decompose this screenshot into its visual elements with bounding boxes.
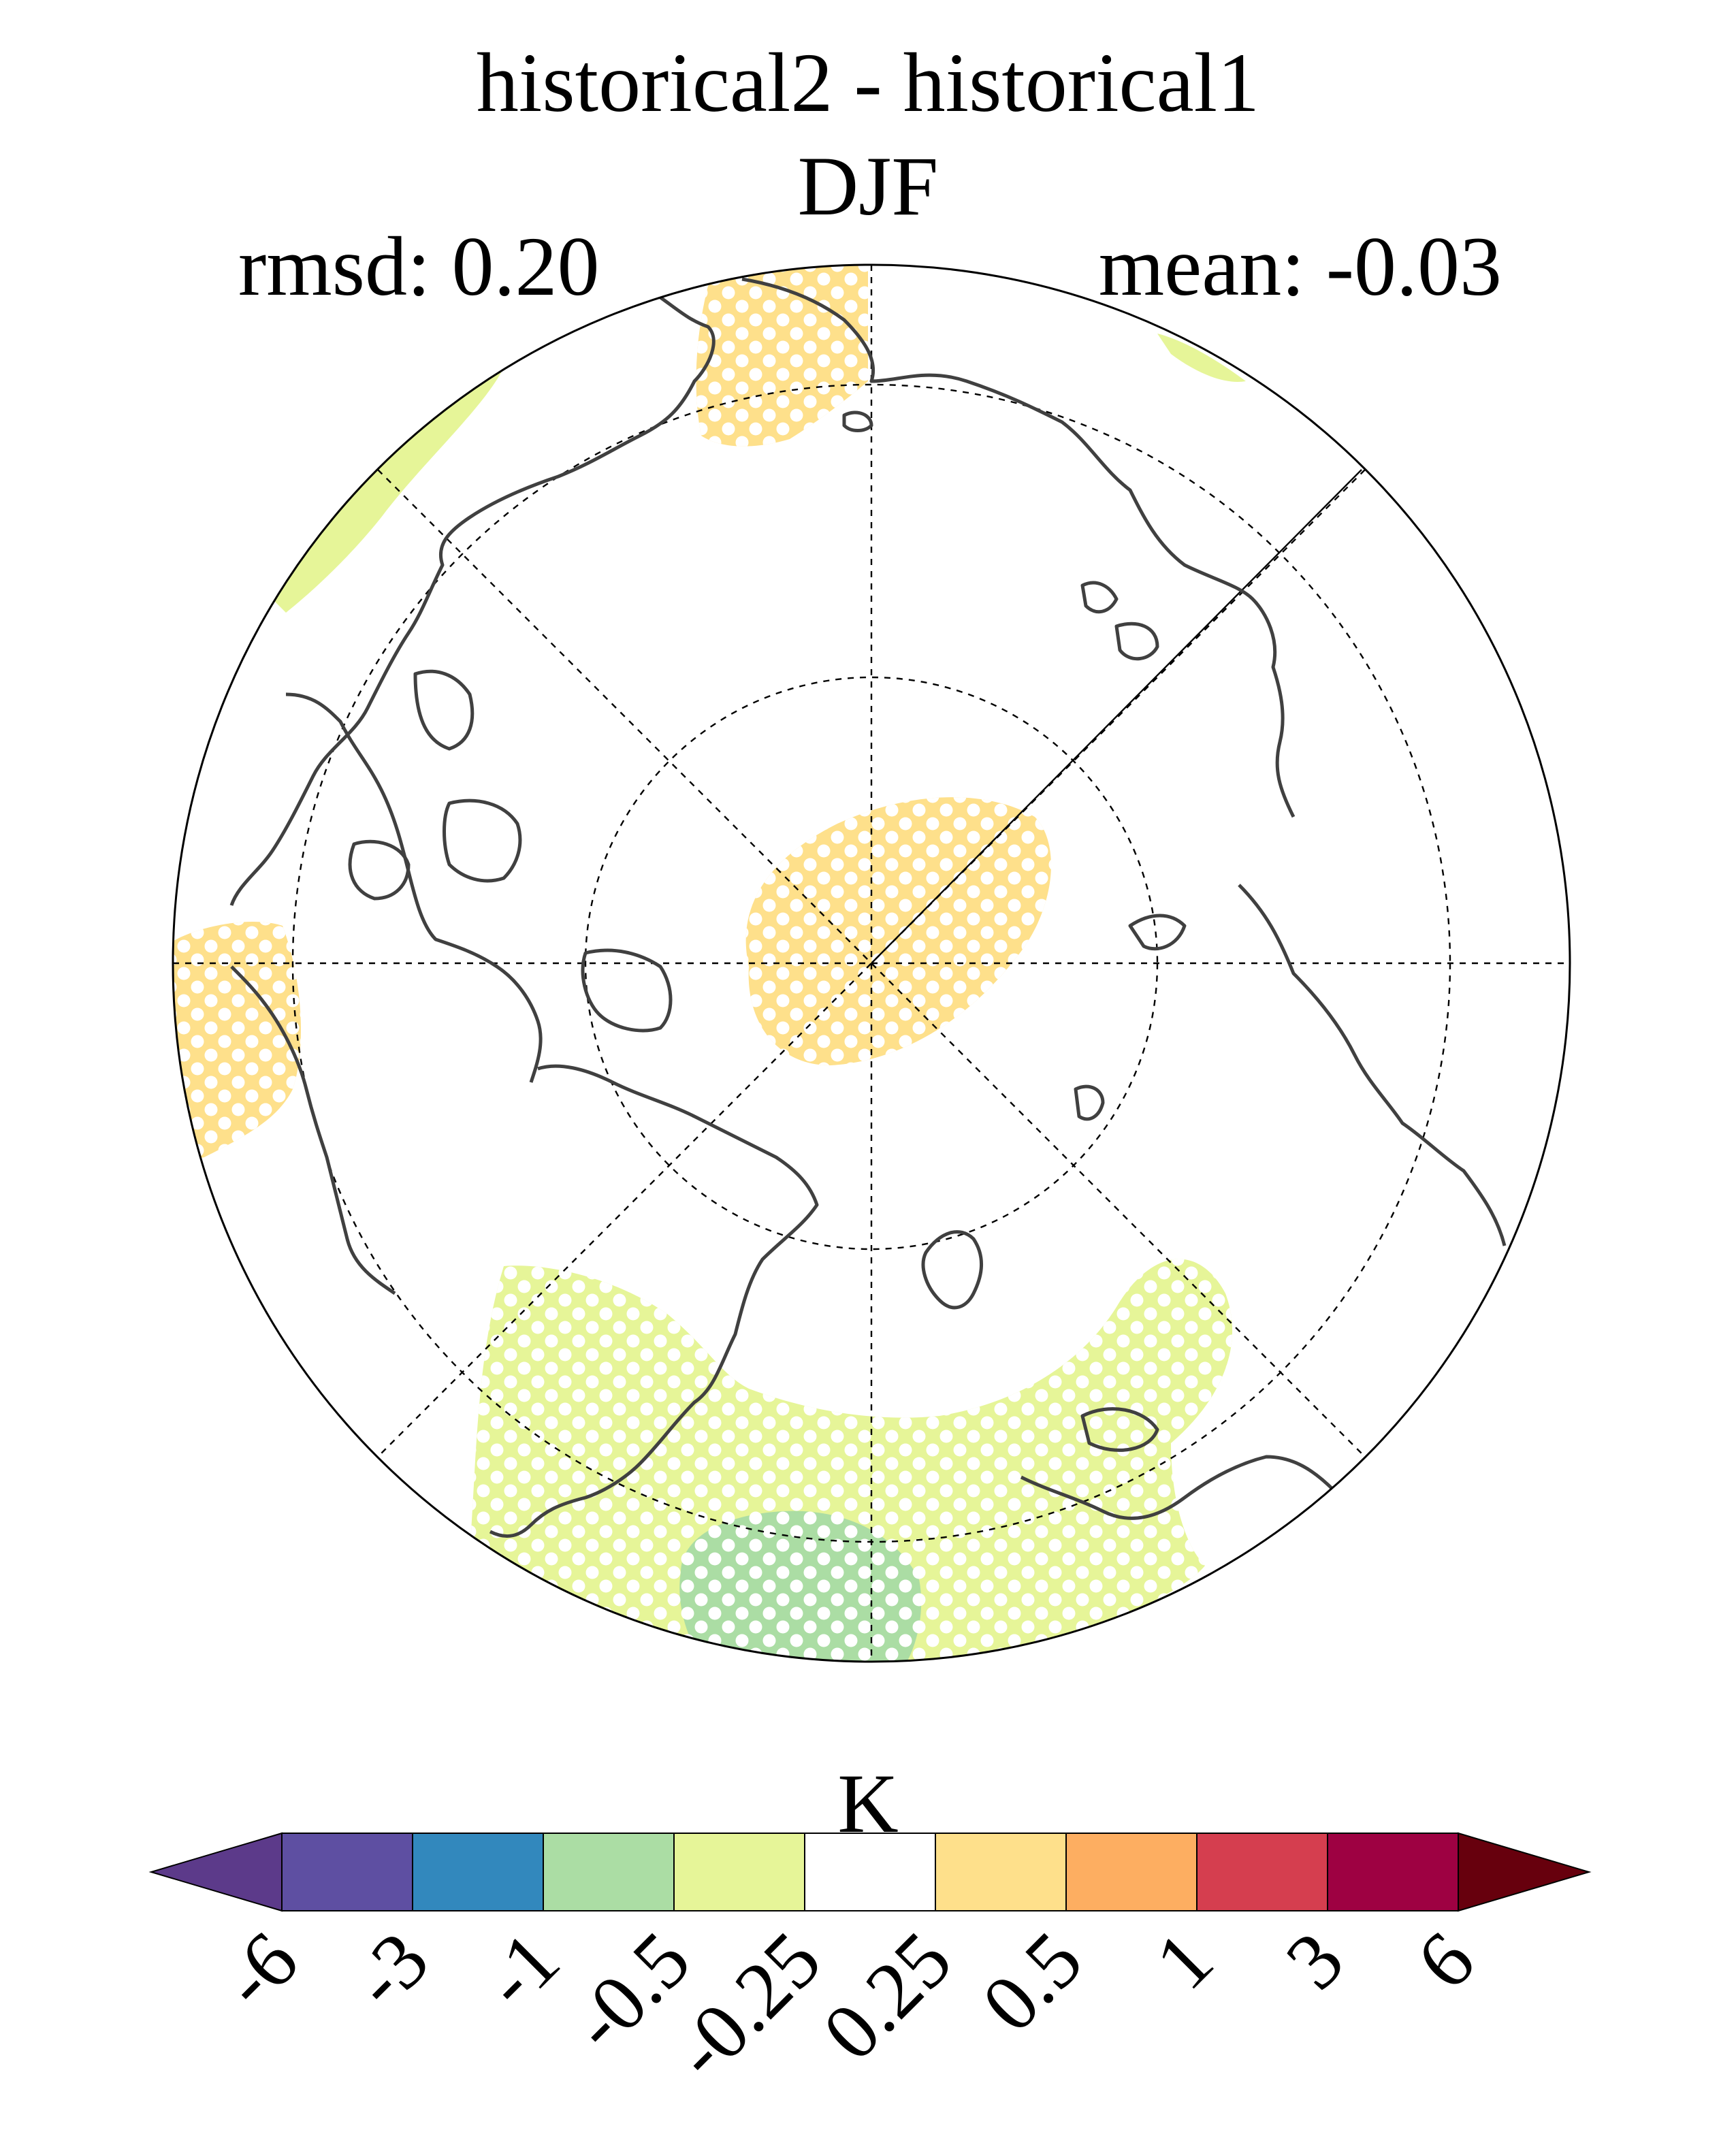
island-svalbard [921, 1230, 984, 1310]
meridian-30-1 [871, 469, 1362, 964]
island-novaya-zemlya [1128, 914, 1187, 951]
significance-stippling [173, 265, 1233, 1662]
coastline-scandinavia [1238, 884, 1507, 1246]
island-franz-josef [1074, 1084, 1105, 1121]
coastline-siberia-north [229, 291, 716, 906]
anomaly-region-edge-upper-right [1157, 334, 1246, 382]
colorbar-tick-label: 3 [1269, 1915, 1360, 2006]
colorbar-tick-label: -0.25 [656, 1915, 837, 2096]
colorbar-segment [543, 1833, 675, 1911]
colorbar-segment [1065, 1833, 1197, 1911]
colorbar-segment [804, 1833, 936, 1911]
graticule [173, 265, 1570, 1662]
colorbar-segment [281, 1833, 413, 1911]
island-wrangel [842, 410, 873, 432]
anomaly-region-edge-upper-left [259, 368, 504, 613]
colorbar-segment [1196, 1833, 1328, 1911]
coastline-chukotka [741, 277, 1296, 818]
island-severnaya [1114, 622, 1159, 661]
coastline-europe [1020, 1455, 1336, 1520]
coastline-hudson [230, 965, 396, 1295]
colorbar-tick-label: 6 [1400, 1915, 1491, 2006]
island-iceland [1080, 1407, 1159, 1452]
colorbar-tick-label: 1 [1138, 1915, 1229, 2006]
coastline-canada-arctic [285, 692, 543, 1083]
island-banks [413, 669, 475, 751]
colorbar-tick-label: 0.25 [806, 1915, 969, 2078]
season-label: DJF [797, 140, 939, 233]
island-ellesmere [581, 948, 673, 1033]
colorbar-over-arrow [1458, 1832, 1592, 1912]
colorbar-segment [412, 1833, 544, 1911]
map-title: historical2 - historical1 [476, 36, 1260, 129]
island-victoria [348, 839, 411, 901]
mean-label: mean: -0.03 [1098, 220, 1502, 313]
rmsd-label: rmsd: 0.20 [238, 220, 600, 313]
colorbar-unit-label: K [837, 1757, 899, 1850]
colorbar-segment [673, 1833, 805, 1911]
colorbar-tick-label: -6 [204, 1915, 315, 2025]
colorbar-segment [935, 1833, 1067, 1911]
coastline-greenland [489, 1064, 819, 1538]
colorbar-tick-label: 0.5 [965, 1915, 1099, 2049]
island-new-siberian [1080, 581, 1119, 614]
colorbar: -6 -3 -1-0.5-0.250.250.5 1 3 6 [148, 1832, 1592, 2096]
island-baffin [443, 798, 522, 883]
coastlines [229, 277, 1507, 1538]
map-boundary [172, 263, 1571, 1663]
colorbar-tick-label: -3 [335, 1915, 445, 2025]
